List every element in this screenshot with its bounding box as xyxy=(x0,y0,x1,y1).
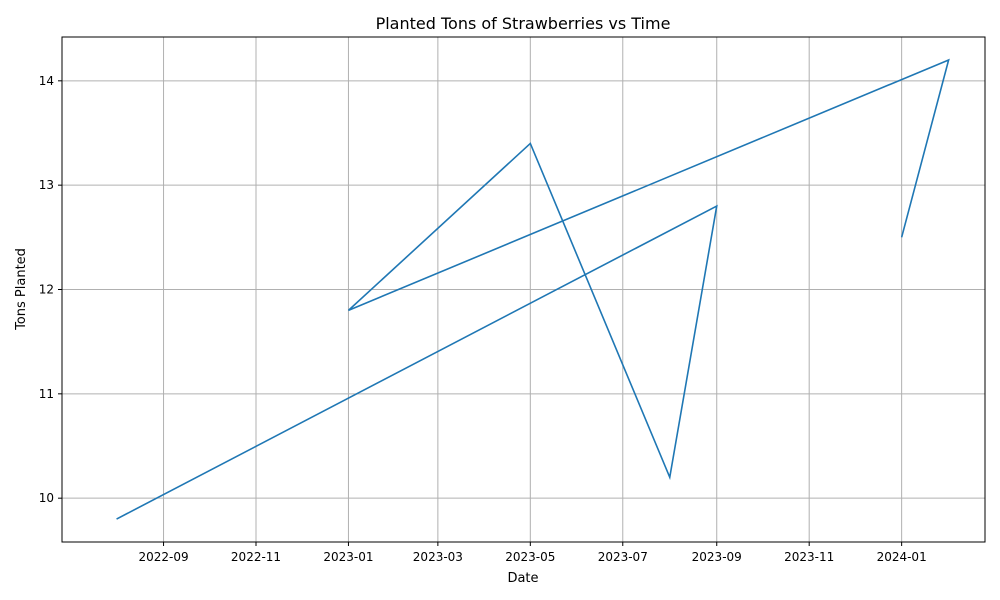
x-tick-label: 2023-09 xyxy=(692,550,742,564)
series-line xyxy=(116,58,950,520)
x-axis-label: Date xyxy=(507,571,538,586)
series-layer xyxy=(116,58,950,520)
y-tick-label: 11 xyxy=(39,387,54,401)
x-tick-label: 2024-01 xyxy=(877,550,927,564)
x-tick-label: 2022-09 xyxy=(138,550,188,564)
chart-title: Planted Tons of Strawberries vs Time xyxy=(376,14,671,33)
y-tick-label: 13 xyxy=(39,178,54,192)
x-tick-label: 2023-05 xyxy=(505,550,555,564)
y-tick-label: 10 xyxy=(39,491,54,505)
x-tick-label: 2023-01 xyxy=(323,550,373,564)
y-axis-label: Tons Planted xyxy=(14,248,29,331)
grid-layer xyxy=(62,37,985,542)
x-tick-label: 2023-07 xyxy=(598,550,648,564)
ticks-layer: 2022-09 2022-11 2023-01 2023-03 2023-05 2023-… xyxy=(39,74,927,564)
x-tick-label: 2023-03 xyxy=(413,550,463,564)
y-tick-label: 12 xyxy=(39,283,54,297)
x-tick-label: 2023-11 xyxy=(784,550,834,564)
x-tick-label: 2022-11 xyxy=(231,550,281,564)
y-tick-label: 14 xyxy=(39,74,54,88)
